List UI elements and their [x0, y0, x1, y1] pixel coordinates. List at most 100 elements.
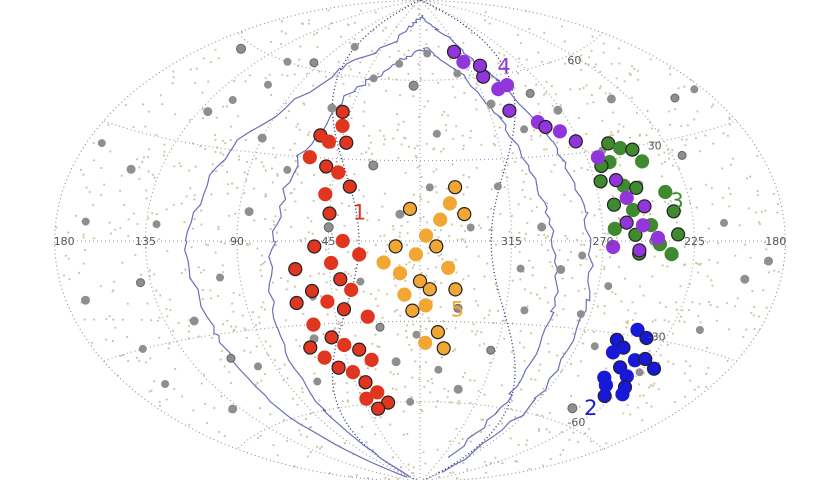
background-dot — [422, 451, 425, 454]
group-4-point — [619, 215, 634, 230]
background-dot — [493, 144, 497, 147]
background-dot — [433, 147, 436, 150]
background-dot — [525, 443, 528, 446]
background-dot — [243, 327, 246, 330]
background-dot — [280, 30, 283, 33]
background-dot — [138, 177, 141, 180]
background-dot — [753, 305, 756, 308]
background-dot — [464, 241, 467, 244]
background-dot — [214, 150, 217, 154]
background-dot — [648, 349, 651, 353]
background-dot — [462, 278, 465, 281]
y-tick-label: 60 — [567, 54, 581, 67]
background-dot — [473, 379, 476, 382]
background-dot — [506, 176, 509, 179]
background-dot — [689, 201, 692, 204]
background-dot — [156, 319, 160, 322]
background-dot — [669, 73, 672, 76]
background-dot — [374, 11, 377, 14]
background-dot — [727, 328, 731, 331]
background-dot — [699, 321, 702, 324]
background-dot — [215, 170, 218, 173]
background-dot — [449, 57, 452, 61]
background-dot — [475, 108, 478, 111]
background-dot — [153, 380, 156, 383]
background-dot — [304, 237, 307, 240]
background-dot — [298, 429, 301, 432]
group-3-label: 3 — [670, 189, 683, 213]
background-dot — [180, 272, 184, 275]
background-dot — [269, 413, 272, 416]
background-dot — [537, 233, 540, 237]
background-dot — [651, 384, 654, 387]
background-dot — [439, 253, 442, 256]
group-2-point — [597, 370, 612, 385]
group-4-point — [456, 54, 471, 70]
background-dot — [219, 358, 222, 361]
background-dot — [467, 274, 470, 277]
background-dot — [744, 243, 747, 246]
background-dot — [535, 293, 539, 296]
background-dot — [580, 243, 583, 246]
background-dot — [603, 265, 606, 268]
background-dot — [528, 259, 531, 262]
background-dot — [279, 42, 283, 46]
background-dot — [764, 209, 767, 212]
background-dot — [450, 223, 453, 226]
background-dot — [327, 9, 330, 12]
background-dot — [659, 354, 662, 357]
background-dot — [328, 472, 331, 475]
background-dot — [466, 468, 469, 471]
group-1-point — [322, 206, 337, 221]
background-dots — [55, 5, 786, 480]
background-dot — [657, 129, 660, 132]
background-dot — [556, 354, 559, 357]
background-dot — [425, 221, 429, 224]
background-dot — [591, 35, 594, 38]
background-dot — [416, 166, 419, 169]
group-1-point — [352, 247, 367, 262]
background-dot — [158, 404, 162, 407]
background-dot — [476, 330, 479, 333]
background-dot — [776, 211, 779, 214]
background-dot — [284, 32, 287, 35]
background-dot — [260, 274, 263, 278]
background-dot — [317, 272, 320, 275]
background-dot — [318, 447, 321, 450]
background-dot — [544, 286, 547, 289]
background-dot — [280, 20, 283, 23]
background-dot — [697, 314, 700, 318]
y-tick-label: -30 — [648, 331, 666, 344]
background-dot — [586, 102, 589, 105]
background-dot — [563, 193, 566, 196]
background-dot — [529, 292, 532, 295]
background-dot — [728, 116, 731, 119]
background-dot — [704, 134, 707, 137]
group-2-point — [615, 387, 630, 402]
background-dot — [286, 377, 289, 380]
group-5-point — [430, 325, 445, 340]
background-dot — [402, 120, 405, 123]
background-dot — [523, 360, 526, 363]
background-dot — [698, 263, 701, 266]
background-dot — [318, 70, 321, 73]
background-dot — [307, 231, 311, 234]
background-dot — [511, 152, 514, 155]
background-dot — [529, 197, 532, 200]
background-dot — [82, 262, 85, 265]
background-dot — [374, 243, 377, 246]
background-dot — [475, 82, 478, 86]
background-dot — [509, 437, 512, 440]
background-dot — [452, 350, 455, 353]
background-dot — [325, 248, 328, 251]
background-dot — [535, 83, 538, 86]
background-dot — [248, 242, 251, 245]
background-dot — [413, 147, 416, 150]
group-3-point — [664, 247, 679, 262]
background-dot — [561, 277, 564, 280]
background-dot — [134, 253, 137, 256]
background-dot — [582, 342, 585, 345]
background-dot — [446, 396, 449, 399]
background-dot — [377, 289, 380, 292]
group-3-point — [607, 221, 622, 236]
